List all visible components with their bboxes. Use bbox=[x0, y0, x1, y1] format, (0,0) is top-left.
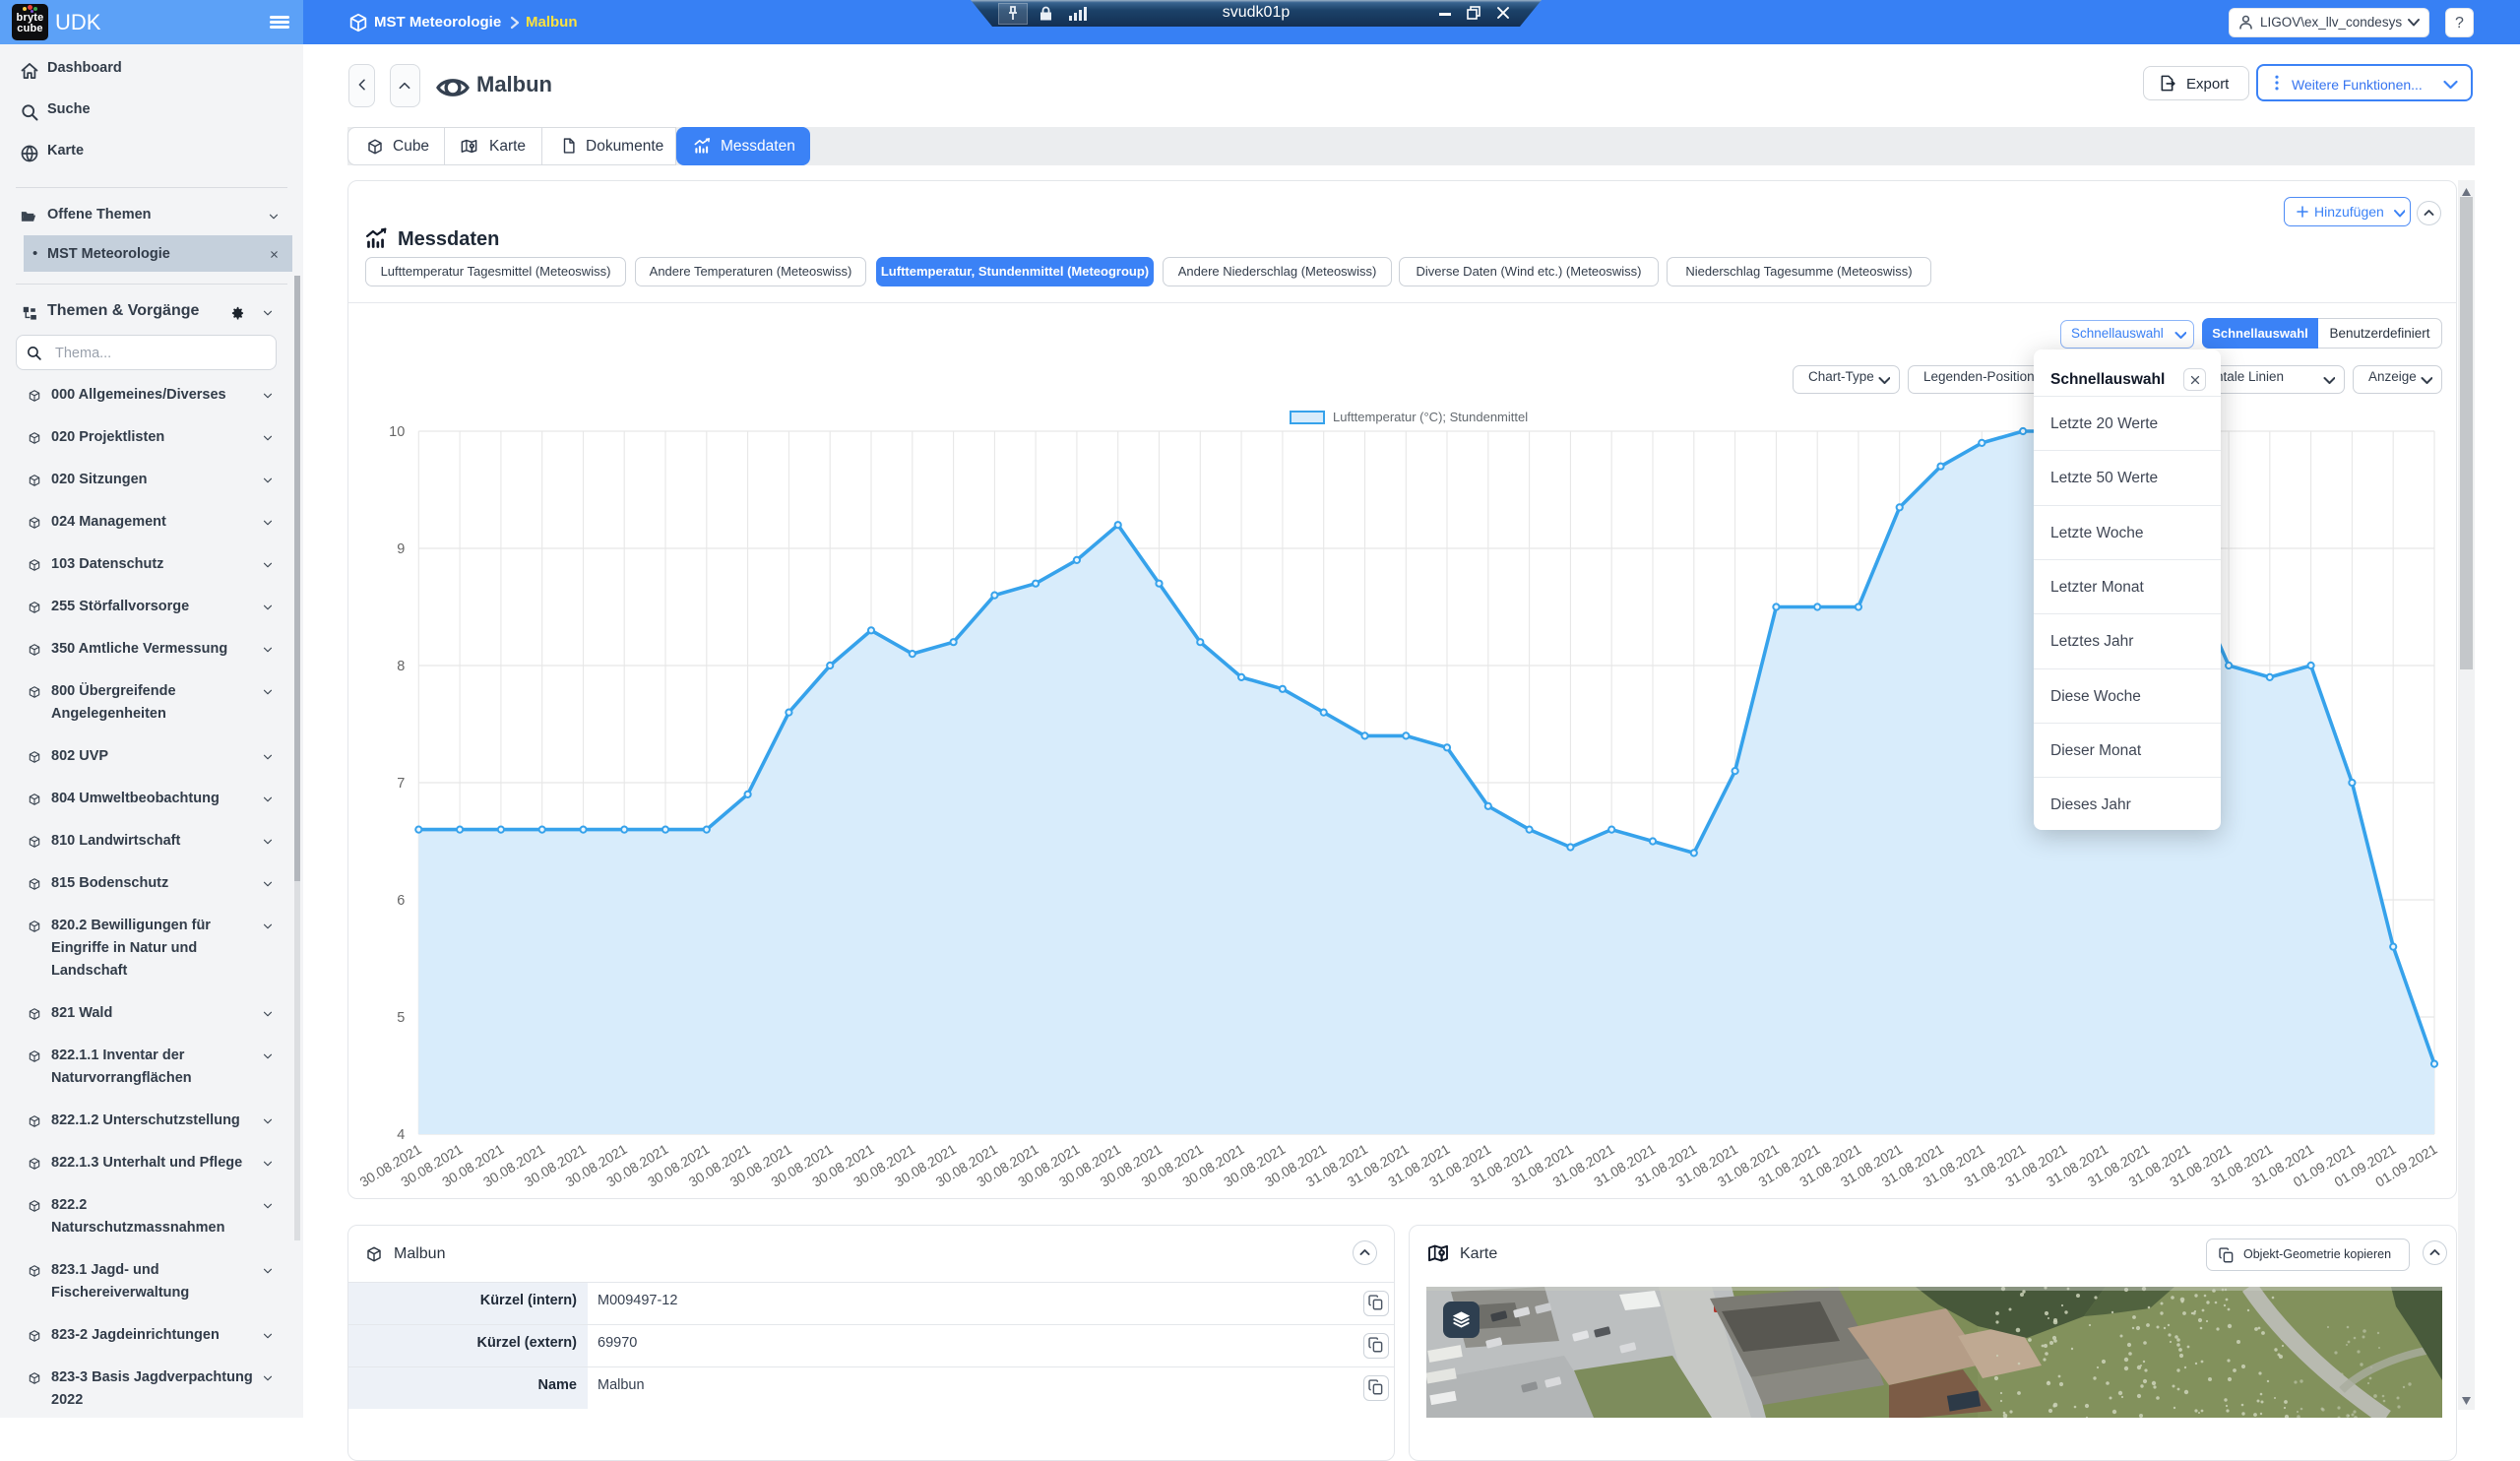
svg-text:8: 8 bbox=[397, 659, 405, 674]
svg-text:4: 4 bbox=[397, 1127, 405, 1143]
svg-text:9: 9 bbox=[397, 541, 405, 557]
svg-text:10: 10 bbox=[389, 424, 405, 440]
svg-text:5: 5 bbox=[397, 1010, 405, 1026]
svg-text:7: 7 bbox=[397, 776, 405, 792]
svg-text:6: 6 bbox=[397, 893, 405, 909]
